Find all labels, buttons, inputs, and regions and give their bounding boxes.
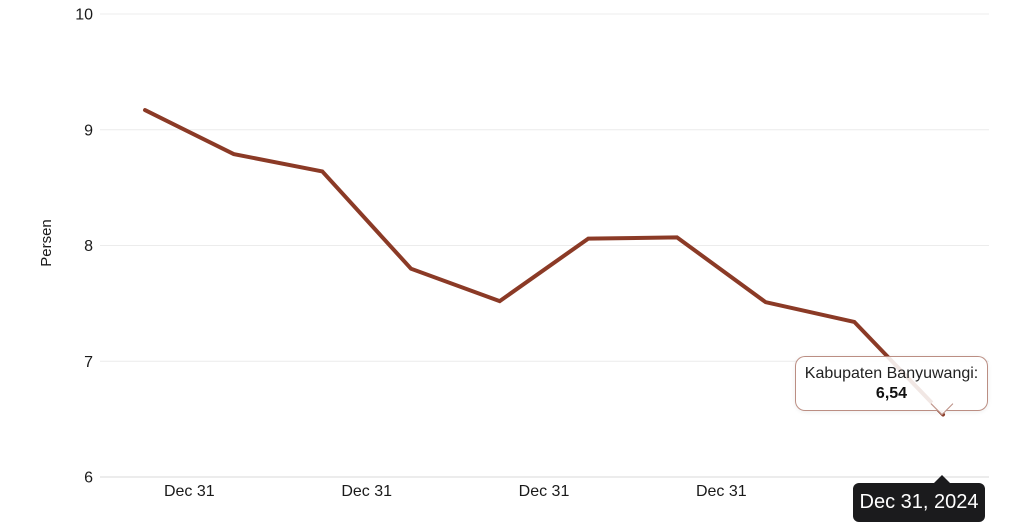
y-tick-label: 10 <box>75 7 93 24</box>
x-tick-label: Dec 31 <box>519 483 570 500</box>
tooltip-value: 6,54 <box>875 385 908 402</box>
tooltip-series-label: Kabupaten Banyuwangi: <box>804 365 979 382</box>
y-tick-label: 6 <box>84 470 93 487</box>
y-axis-title: Persen <box>38 219 55 267</box>
y-tick-label: 9 <box>84 122 93 139</box>
y-tick-label: 7 <box>84 354 93 371</box>
x-tick-label: Dec 31 <box>696 483 747 500</box>
series-line <box>143 108 945 417</box>
axis-tooltip-arrow <box>933 475 951 484</box>
x-tick-label: Dec 31 <box>164 483 215 500</box>
y-tick-label: 8 <box>84 238 93 255</box>
axis-date-tooltip: Dec 31, 2024 <box>853 483 985 522</box>
x-tick-label: Dec 31 <box>341 483 392 500</box>
series-tooltip: Kabupaten Banyuwangi: 6,54 <box>795 356 988 411</box>
